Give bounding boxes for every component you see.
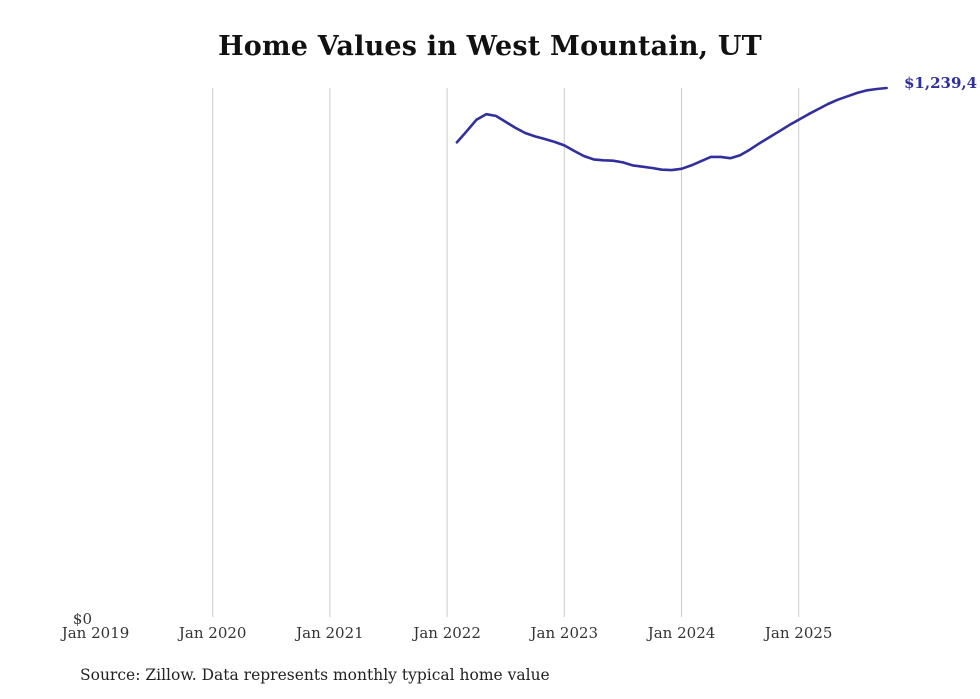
x-tick-label: Jan 2024	[647, 624, 716, 642]
x-tick-label: Jan 2020	[178, 624, 247, 642]
y-axis-zero-label: $0	[72, 610, 92, 628]
home-value-line	[455, 86, 888, 172]
x-tick-label: Jan 2022	[413, 624, 481, 642]
x-tick-label: Jan 2025	[764, 624, 833, 642]
source-note: Source: Zillow. Data represents monthly …	[80, 666, 550, 684]
x-tick-label: Jan 2023	[530, 624, 599, 642]
chart-title: Home Values in West Mountain, UT	[218, 31, 762, 62]
latest-value-label: $1,239,4	[904, 74, 978, 92]
x-tick-label: Jan 2021	[296, 624, 364, 642]
x-tick-label: Jan 2019	[61, 624, 130, 642]
